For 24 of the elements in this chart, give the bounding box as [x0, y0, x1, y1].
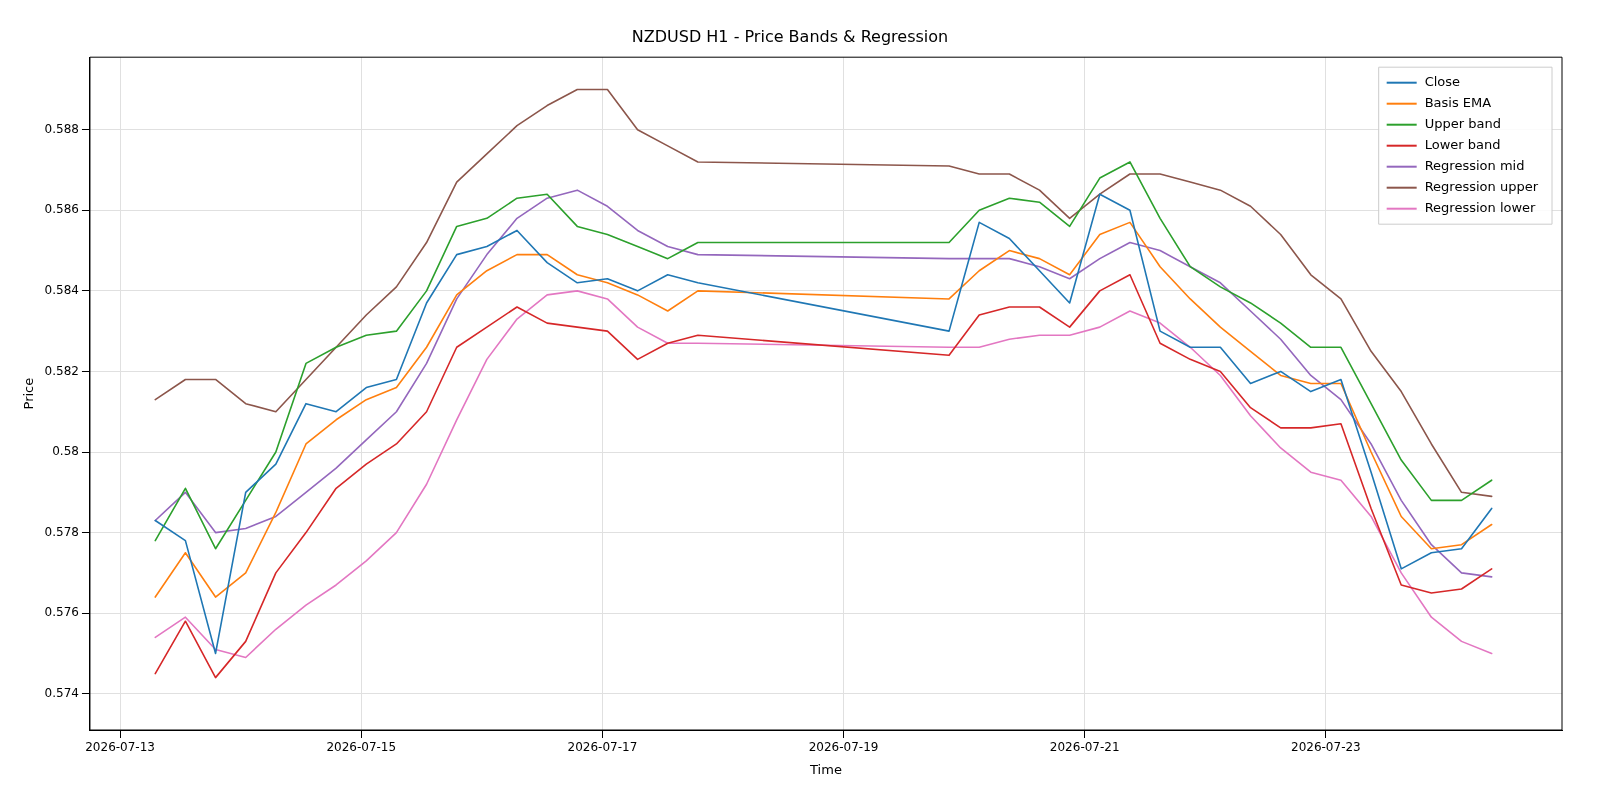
x-tick-label: 2026-07-21 [1049, 740, 1120, 755]
x-tick-label: 2026-07-13 [85, 740, 155, 755]
y-tick-label: 0.58 [52, 444, 79, 459]
y-axis-title: Price [21, 377, 37, 410]
x-tick-label: 2026-07-15 [326, 740, 397, 755]
legend-label: Regression upper [1424, 179, 1539, 195]
y-tick-label: 0.578 [44, 524, 79, 539]
x-axis-title: Time [809, 761, 842, 777]
legend-label: Lower band [1424, 137, 1501, 153]
legend-label: Basis EMA [1424, 95, 1492, 111]
legend-label: Regression lower [1424, 200, 1537, 216]
x-tick-label: 2026-07-19 [808, 740, 879, 755]
y-tick-label: 0.582 [44, 363, 79, 378]
x-tick-label: 2026-07-23 [1290, 740, 1361, 755]
legend-label: Upper band [1424, 116, 1501, 132]
legend-label: Regression mid [1424, 158, 1525, 174]
y-tick-label: 0.586 [44, 202, 79, 217]
chart-title: NZDUSD H1 - Price Bands & Regression [631, 26, 949, 46]
y-tick-label: 0.574 [44, 685, 79, 700]
y-tick-label: 0.576 [44, 605, 79, 620]
legend-label: Close [1424, 74, 1461, 90]
x-tick-label: 2026-07-17 [567, 740, 638, 755]
y-tick-label: 0.588 [44, 121, 79, 136]
y-tick-label: 0.584 [44, 282, 79, 297]
